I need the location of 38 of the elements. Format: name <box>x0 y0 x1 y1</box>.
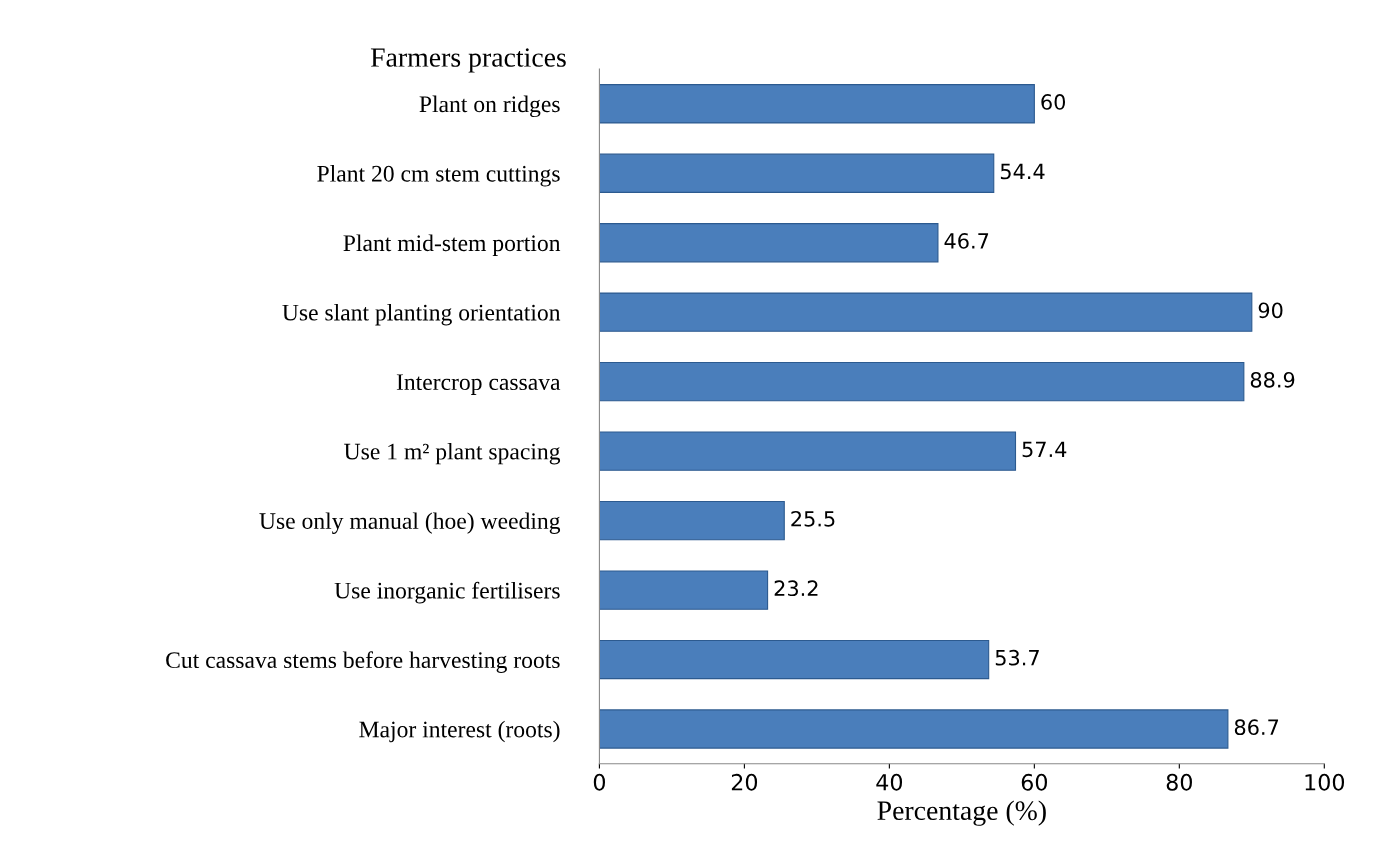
x-tick-label: 0 <box>593 773 606 791</box>
bar <box>599 639 990 680</box>
x-tick-label: 40 <box>876 773 903 791</box>
data-label: 23.2 <box>774 580 818 597</box>
x-tick-label: 80 <box>1166 773 1192 791</box>
bar <box>599 362 1245 402</box>
y-tick-label: Use slant planting orientation <box>282 304 561 326</box>
bar <box>599 292 1253 332</box>
y-tick-label: Plant mid-stem portion <box>343 234 561 256</box>
bar <box>599 84 1035 124</box>
y-tick-label: Intercrop cassava <box>396 374 561 395</box>
bar <box>599 223 939 263</box>
y-tick-label: Use 1 m² plant spacing <box>344 442 561 465</box>
data-label: 86.7 <box>1234 719 1279 736</box>
bar <box>599 709 1229 749</box>
data-label: 46.7 <box>944 233 989 249</box>
bar <box>599 153 995 193</box>
bar <box>599 431 1017 471</box>
x-tick-label: 60 <box>1021 773 1048 791</box>
bar <box>599 570 769 610</box>
y-tick-label: Use only manual (hoe) weeding <box>259 512 561 534</box>
y-axis-title: Farmers practices <box>370 48 566 73</box>
data-label: 25.5 <box>791 510 835 527</box>
data-label: 88.9 <box>1250 371 1295 388</box>
y-tick-label: Plant 20 cm stem cuttings <box>317 165 560 187</box>
y-tick-label: Major interest (roots) <box>359 720 560 743</box>
x-axis-title: Percentage (%) <box>877 800 1046 826</box>
y-tick-label: Cut cassava stems before harvesting roots <box>166 651 560 673</box>
data-label: 90 <box>1258 302 1283 319</box>
x-tick-label: 100 <box>1305 773 1345 791</box>
data-label: 54.4 <box>1000 163 1045 180</box>
y-tick-label: Plant on ridges <box>419 95 560 118</box>
data-label: 57.4 <box>1022 441 1067 458</box>
bar <box>599 500 785 541</box>
data-label: 53.7 <box>995 649 1039 666</box>
x-tick-label: 20 <box>731 773 758 791</box>
y-tick-label: Use inorganic fertilisers <box>334 581 560 604</box>
data-label: 60 <box>1041 94 1066 110</box>
